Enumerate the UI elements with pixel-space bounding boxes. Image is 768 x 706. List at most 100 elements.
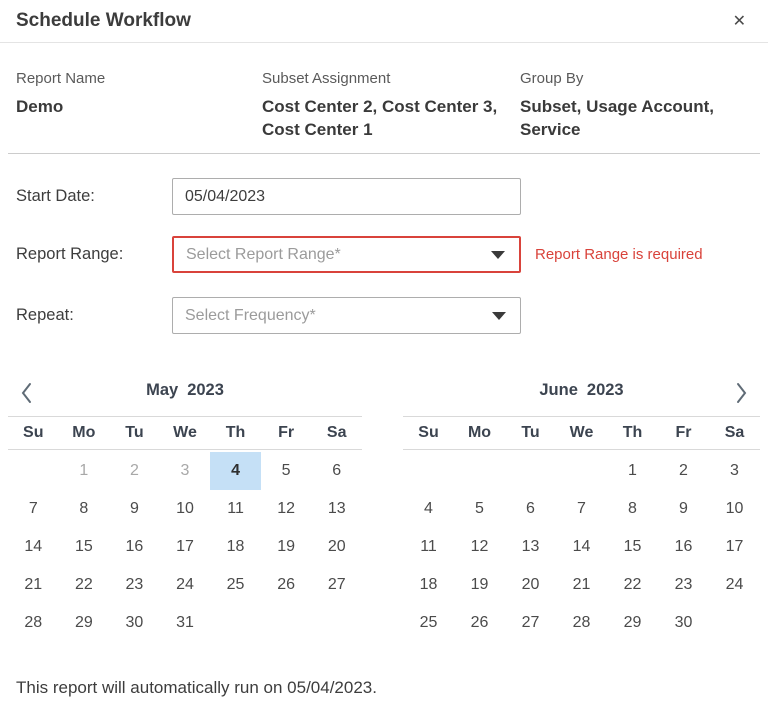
calendar-day[interactable]: 25 [226,576,245,593]
calendar-day[interactable]: 22 [74,576,93,593]
calendar-day[interactable]: 21 [24,576,43,593]
calendar-day[interactable]: 15 [623,538,642,555]
calendar-day[interactable]: 15 [74,538,93,555]
calendar-day[interactable]: 26 [277,576,296,593]
calendar-day[interactable]: 21 [572,576,591,593]
footer-note: This report will automatically run on 05… [16,678,377,697]
calendar-day[interactable]: 25 [419,614,438,631]
calendar-day[interactable]: 24 [176,576,194,593]
prev-month-icon[interactable] [17,379,36,407]
calendar-day[interactable]: 30 [125,614,144,631]
calendar-day[interactable]: 27 [327,576,346,593]
weekday-label: Fr [278,424,295,441]
calendar-day-empty [8,452,59,490]
calendar-day[interactable]: 5 [281,462,291,479]
weekday-label: Su [23,424,44,441]
calendar-day[interactable]: 18 [419,576,438,593]
report-range-select[interactable]: Select Report Range* [172,236,521,273]
summary-subset-assignment: Subset Assignment Cost Center 2, Cost Ce… [262,70,520,141]
schedule-form: Start Date: Report Range: Select Report … [0,154,768,334]
calendar-june: June 2023 Su Mo Tu We Th Fr Sa 1 2 3 4 5 6 7 8 9 10 11 12 1… [403,365,760,642]
weekday-label: Mo [467,424,492,441]
calendar-day[interactable]: 23 [674,576,693,593]
dialog-title: Schedule Workflow [16,10,191,31]
calendar-day-empty [403,452,454,490]
calendar-day[interactable]: 19 [277,538,296,555]
calendar-day[interactable]: 12 [470,538,489,555]
calendar-day[interactable]: 9 [679,500,688,517]
month-name: June [539,381,578,399]
calendar-day[interactable]: 16 [125,538,144,555]
next-month-icon[interactable] [732,379,751,407]
calendar-day[interactable]: 27 [521,614,540,631]
calendar-day[interactable]: 7 [28,500,38,517]
calendar-day[interactable]: 11 [227,500,244,517]
calendar-day[interactable]: 20 [521,576,540,593]
calendar-day[interactable]: 8 [628,500,637,517]
calendar-day[interactable]: 6 [332,462,342,479]
calendar-day[interactable]: 3 [730,462,739,479]
calendar-day[interactable]: 17 [176,538,194,555]
summary-report-name: Report Name Demo [16,70,262,141]
calendar-day[interactable]: 4 [424,500,433,517]
calendar-day[interactable]: 2 [679,462,688,479]
calendar-day[interactable]: 14 [572,538,591,555]
repeat-placeholder: Select Frequency* [185,306,316,324]
report-range-row: Report Range: Select Report Range* Repor… [16,236,752,273]
weekday-label: We [173,424,197,441]
date-picker: May 2023 Su Mo Tu We Th Fr Sa 1 2 3 4 5 6 7 8 9 10 11 12 13… [0,365,768,642]
start-date-input[interactable] [172,178,521,215]
summary-label: Group By [520,70,584,87]
calendar-day[interactable]: 30 [674,614,693,631]
repeat-select[interactable]: Select Frequency* [172,297,521,334]
weekday-label: We [569,424,594,441]
calendar-day[interactable]: 18 [226,538,245,555]
close-icon[interactable]: ✕ [732,13,746,30]
calendar-day[interactable]: 5 [475,500,484,517]
calendar-day[interactable]: 13 [521,538,540,555]
calendar-day[interactable]: 23 [125,576,144,593]
weekday-label: Sa [724,424,745,441]
calendar-day[interactable]: 13 [327,500,346,517]
weekday-label: Mo [72,424,96,441]
year-label: 2023 [187,381,224,399]
summary-value: Cost Center 2, Cost Center 3, Cost Cente… [262,97,498,139]
month-name: May [146,381,179,399]
calendar-day[interactable]: 29 [74,614,93,631]
section-divider [8,153,760,154]
year-label: 2023 [586,381,624,399]
calendar-day[interactable]: 8 [79,500,89,517]
summary-group-by: Group By Subset, Usage Account, Service [520,70,752,141]
calendar-day[interactable]: 29 [623,614,642,631]
calendar-day[interactable]: 10 [725,500,744,517]
calendar-day[interactable]: 11 [420,538,437,555]
summary-label: Report Name [16,70,106,87]
calendar-day[interactable]: 10 [176,500,194,517]
calendar-day[interactable]: 6 [526,500,535,517]
calendar-day[interactable]: 12 [277,500,296,517]
calendar-day[interactable]: 31 [176,614,194,631]
calendar-day: 3 [180,462,190,479]
report-summary: Report Name Demo Subset Assignment Cost … [0,43,768,141]
start-date-label: Start Date: [16,187,95,205]
calendar-day[interactable]: 16 [674,538,693,555]
calendar-day[interactable]: 4 [210,452,261,490]
calendar-day[interactable]: 22 [623,576,642,593]
calendar-day[interactable]: 24 [725,576,744,593]
calendar-day[interactable]: 26 [470,614,489,631]
calendar-header: May 2023 [8,365,362,417]
summary-value: Subset, Usage Account, Service [520,97,714,139]
calendar-day[interactable]: 20 [327,538,346,555]
calendar-day[interactable]: 28 [24,614,43,631]
calendar-may: May 2023 Su Mo Tu We Th Fr Sa 1 2 3 4 5 6 7 8 9 10 11 12 13… [8,365,362,642]
calendar-day[interactable]: 14 [24,538,43,555]
calendar-day[interactable]: 28 [572,614,591,631]
calendar-day[interactable]: 17 [725,538,744,555]
dropdown-caret-icon [492,311,506,320]
calendar-day[interactable]: 7 [577,500,586,517]
calendar-day: 2 [129,462,139,479]
calendar-day[interactable]: 19 [470,576,489,593]
report-range-error: Report Range is required [535,246,703,263]
calendar-day[interactable]: 1 [628,462,637,479]
calendar-day[interactable]: 9 [129,500,139,517]
